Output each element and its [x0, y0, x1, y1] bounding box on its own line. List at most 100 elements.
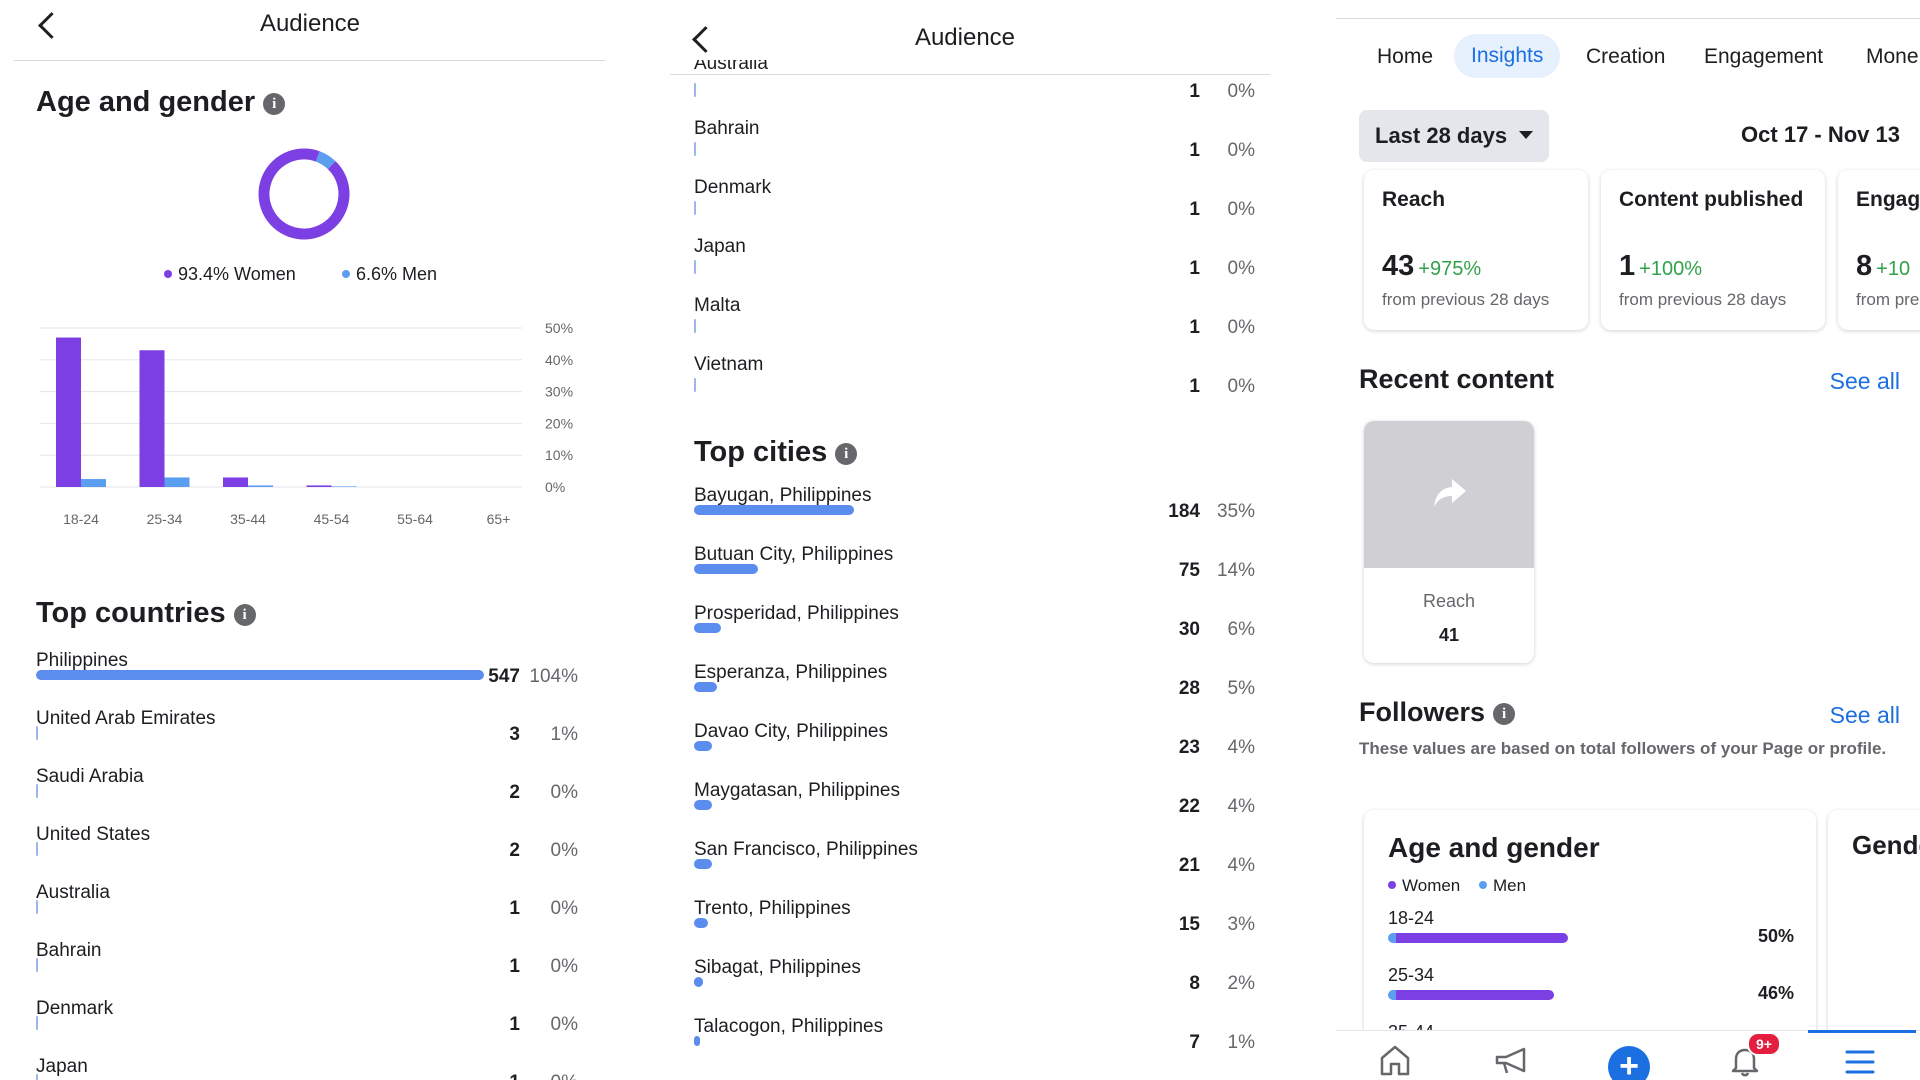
country-percent: 0%: [550, 1014, 578, 1035]
card-value: 1 +100%: [1619, 250, 1702, 282]
create-plus-button[interactable]: +: [1608, 1046, 1650, 1080]
city-name: San Francisco, Philippines: [694, 839, 918, 860]
city-count: 23: [1178, 737, 1200, 758]
y-tick-label: 0%: [545, 479, 565, 495]
tab-monetization[interactable]: Mone: [1866, 45, 1919, 68]
followers-title: Followers i: [1359, 697, 1516, 728]
country-bar: [36, 670, 484, 680]
city-name: Butuan City, Philippines: [694, 544, 894, 565]
city-count: 22: [1178, 796, 1200, 817]
country-count: 1: [1189, 199, 1200, 220]
city-name: Esperanza, Philippines: [694, 662, 888, 683]
bar-men-25-34[interactable]: [164, 477, 190, 487]
tab-creation[interactable]: Creation: [1586, 45, 1666, 68]
info-icon[interactable]: i: [835, 443, 858, 465]
country-name: Denmark: [36, 998, 114, 1019]
city-name: Davao City, Philippines: [694, 721, 888, 742]
chevron-down-icon: [1519, 131, 1534, 139]
country-count: 1: [509, 898, 520, 919]
city-name: Prosperidad, Philippines: [694, 603, 899, 624]
engagement-card[interactable]: Engag 8 +10 from pre: [1838, 170, 1920, 330]
bar-women-35-44[interactable]: [223, 477, 248, 487]
followers-see-all-link[interactable]: See all: [1829, 702, 1900, 728]
recent-post-card[interactable]: Reach 41: [1364, 421, 1534, 663]
city-count: 21: [1178, 855, 1200, 876]
card-delta: +10: [1876, 258, 1911, 280]
country-bar: [36, 1016, 38, 1030]
country-count: 547: [488, 666, 520, 687]
women-dot-icon: [164, 270, 172, 278]
legend-men: Men: [1479, 876, 1526, 896]
card-delta: +975%: [1418, 258, 1482, 280]
bar-men-45-54[interactable]: [331, 486, 357, 487]
age-row-women-bar: [1396, 990, 1554, 1000]
megaphone-icon[interactable]: [1494, 1046, 1530, 1076]
partial-country-label: Australia: [694, 60, 768, 74]
info-icon[interactable]: i: [233, 604, 256, 626]
city-count: 28: [1178, 678, 1200, 699]
country-name: Philippines: [36, 650, 128, 671]
legend-women: Women: [1388, 876, 1460, 896]
city-percent: 5%: [1227, 678, 1255, 699]
donut-men-slice: [258, 148, 350, 240]
bar-men-18-24[interactable]: [81, 479, 106, 487]
card-title: Reach: [1382, 188, 1446, 211]
country-name: Denmark: [694, 177, 772, 198]
y-tick-label: 10%: [545, 447, 573, 463]
country-count: 1: [470, 1072, 520, 1080]
content-published-card[interactable]: Content published 1 +100% from previous 2…: [1601, 170, 1825, 330]
country-name: Australia: [36, 882, 110, 903]
legend-women: 93.4% Women: [164, 264, 296, 285]
country-name: United Arab Emirates: [36, 708, 216, 729]
city-name: Sibagat, Philippines: [694, 957, 861, 978]
bar-women-45-54[interactable]: [306, 485, 332, 487]
country-count: 1: [1189, 258, 1200, 279]
age-row-men-bar: [1388, 933, 1398, 943]
date-range-dropdown[interactable]: Last 28 days: [1359, 110, 1550, 162]
date-span: Oct 17 - Nov 13: [1741, 122, 1900, 147]
age-row-label: 18-24: [1388, 908, 1435, 928]
country-count: 2: [509, 782, 520, 803]
recent-content-see-all-link[interactable]: See all: [1829, 368, 1900, 394]
country-percent: 1%: [550, 724, 578, 745]
info-icon[interactable]: i: [263, 93, 286, 115]
city-count: 15: [1178, 914, 1200, 935]
age-gender-card[interactable]: Age and gender Women Men 18-24 50% 25-34 46…: [1364, 810, 1816, 1050]
reach-card[interactable]: Reach 43 +975% from previous 28 days: [1364, 170, 1588, 330]
city-percent: 14%: [1216, 560, 1255, 581]
age-row-men-bar: [1388, 990, 1398, 1000]
x-tick-label: 35-44: [230, 511, 266, 527]
country-bar: [36, 958, 38, 972]
country-name: Bahrain: [694, 118, 760, 139]
city-name: Trento, Philippines: [694, 898, 851, 919]
bell-icon[interactable]: [1728, 1044, 1762, 1078]
age-row-percent: 50%: [1757, 926, 1794, 946]
followers-note: These values are based on total follower…: [1359, 739, 1887, 758]
women-dot-icon: [1388, 881, 1396, 889]
city-name: Maygatasan, Philippines: [694, 780, 900, 801]
tab-home[interactable]: Home: [1377, 45, 1434, 68]
city-bar: [694, 977, 703, 987]
country-name: Malta: [694, 295, 741, 316]
card-delta: +100%: [1639, 258, 1702, 280]
tab-engagement[interactable]: Engagement: [1704, 45, 1824, 68]
country-bar: [694, 201, 696, 215]
bar-men-35-44[interactable]: [248, 485, 273, 487]
tab-insights[interactable]: Insights: [1454, 34, 1561, 78]
country-name: Bahrain: [36, 940, 102, 961]
country-count: 1: [1189, 81, 1200, 102]
country-bar: [36, 842, 38, 856]
bar-women-18-24[interactable]: [56, 337, 81, 487]
y-tick-label: 20%: [545, 415, 573, 431]
home-icon[interactable]: [1378, 1044, 1412, 1076]
gender-donut-chart: [258, 148, 350, 240]
gender-card[interactable]: Gende: [1828, 810, 1920, 1050]
city-count: 75: [1178, 560, 1200, 581]
bar-women-25-34[interactable]: [139, 350, 165, 487]
card-title: Engag: [1856, 188, 1920, 211]
info-icon[interactable]: i: [1493, 703, 1516, 725]
menu-icon[interactable]: [1844, 1048, 1876, 1076]
city-percent: 35%: [1216, 501, 1255, 522]
city-percent: 4%: [1227, 796, 1255, 817]
card-subtitle: from previous 28 days: [1619, 290, 1787, 309]
